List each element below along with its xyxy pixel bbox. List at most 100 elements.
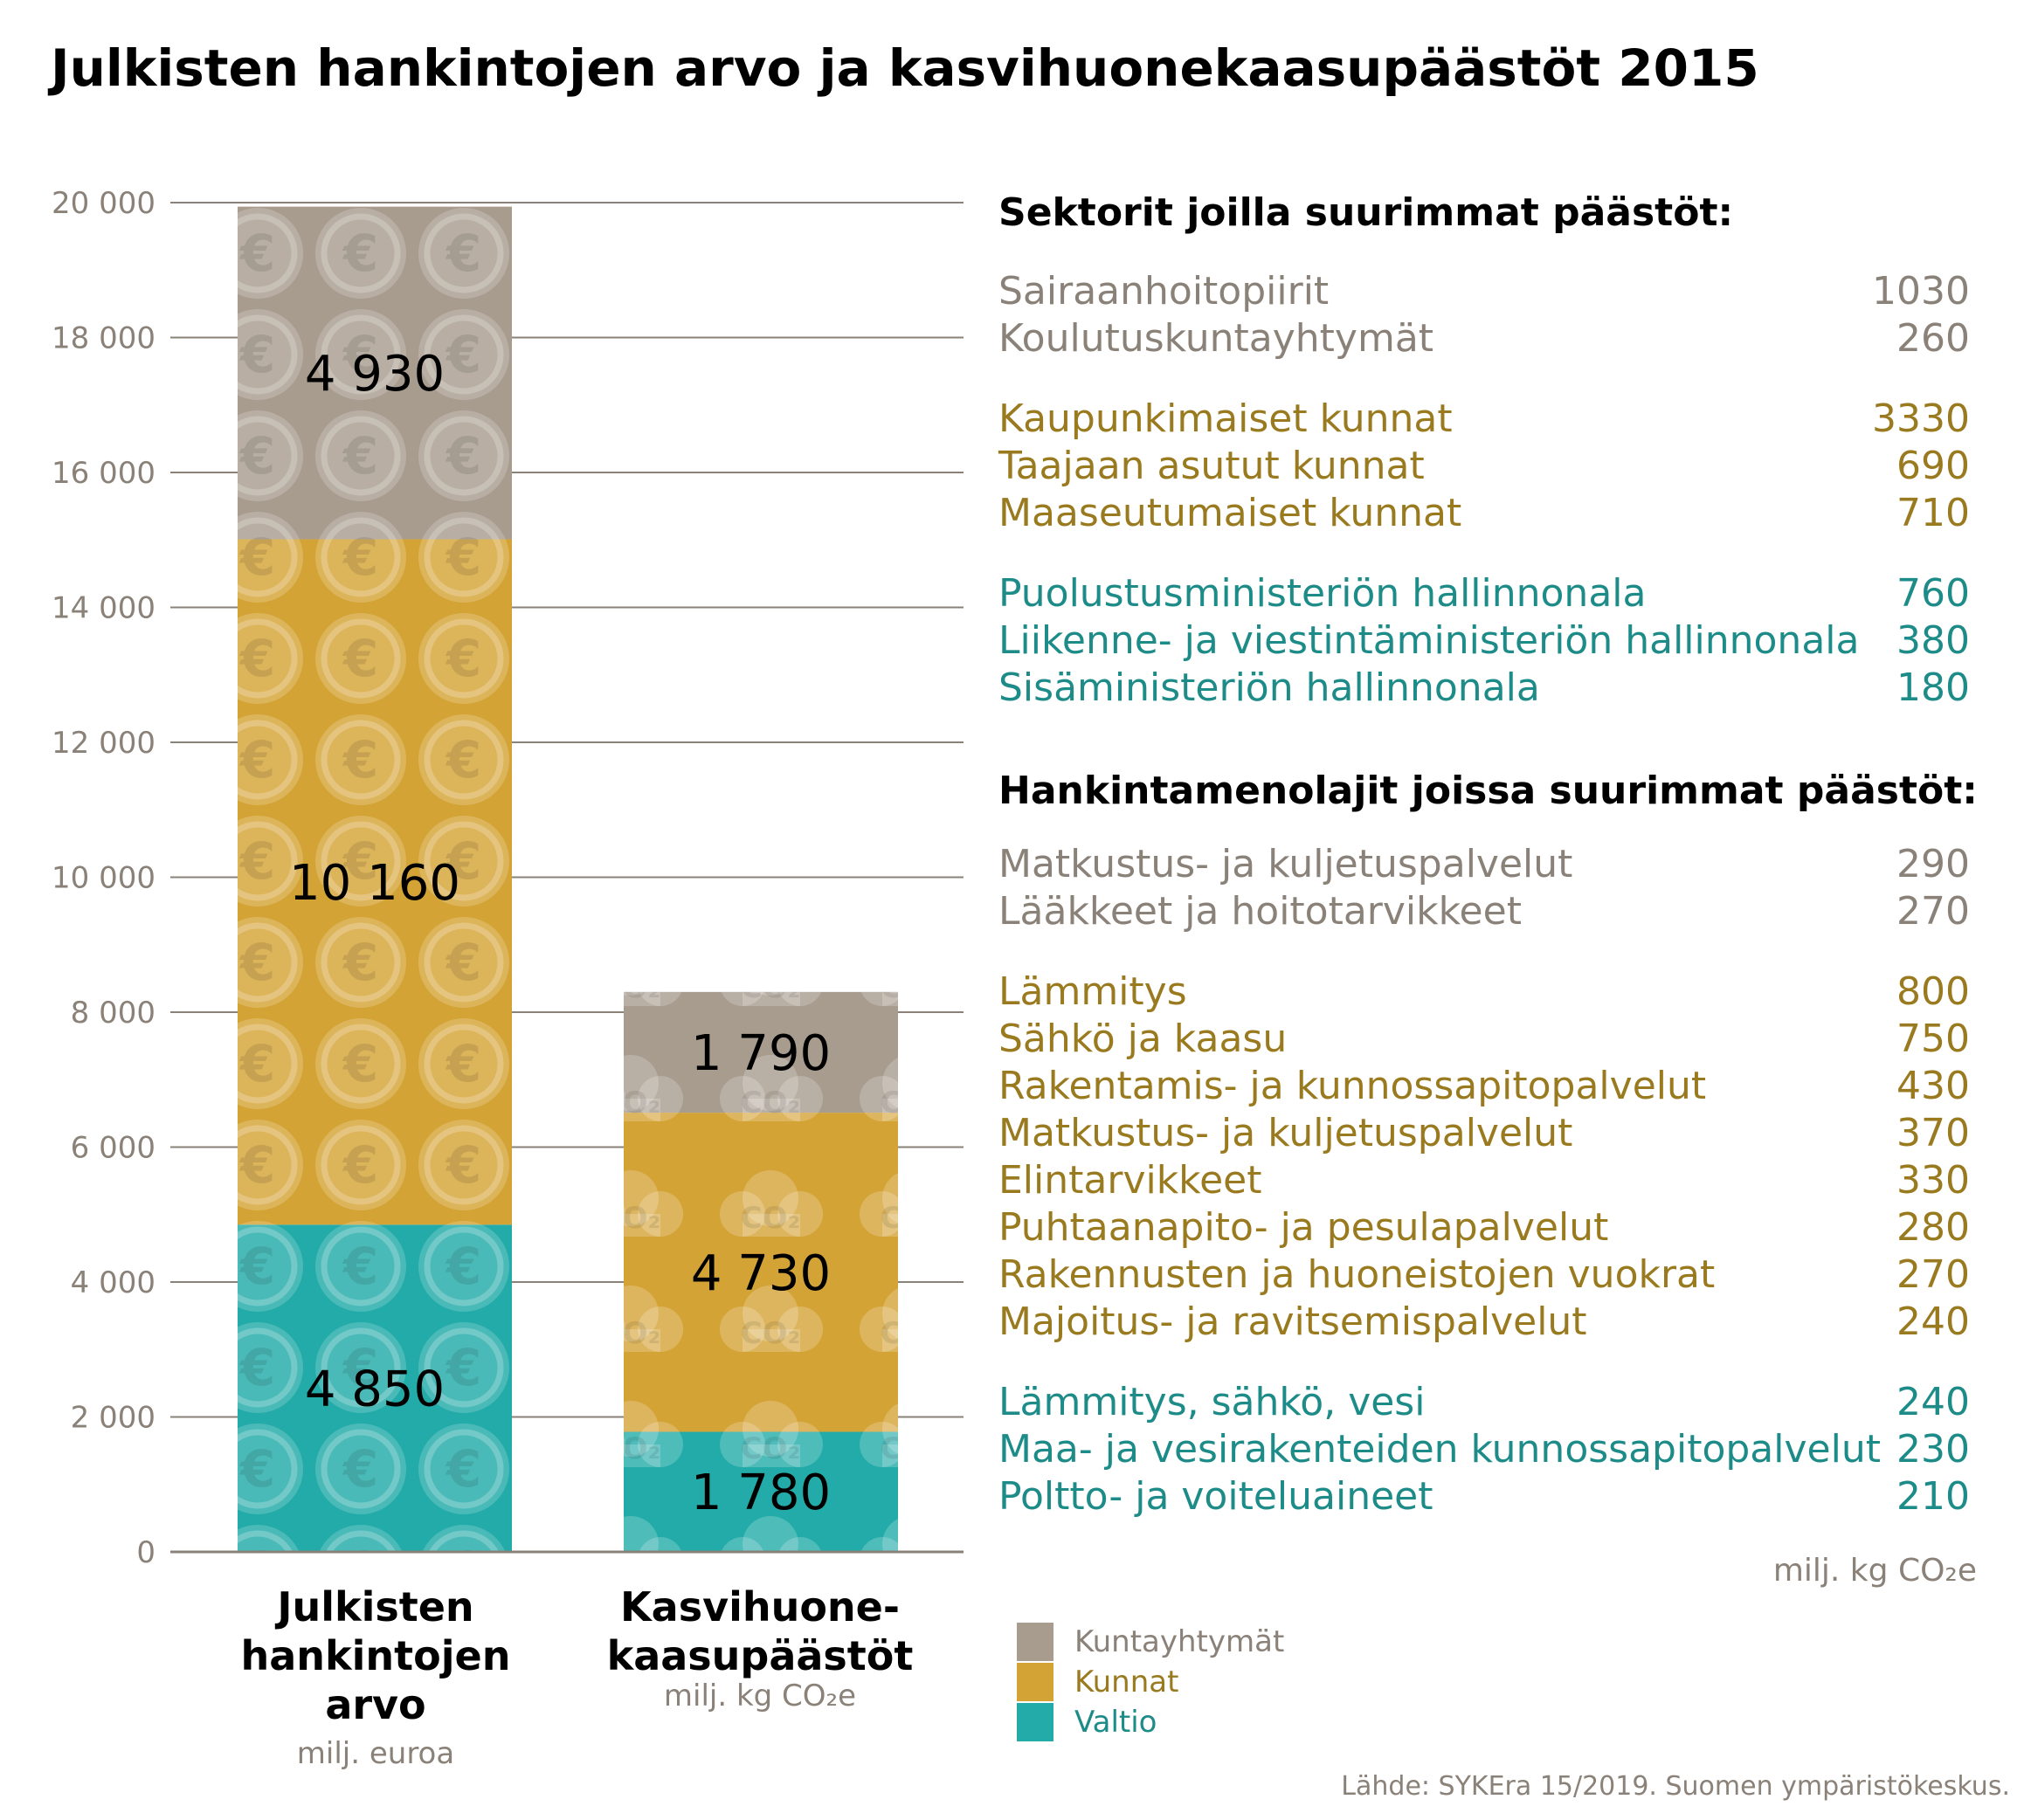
list-item-label: Lämmitys: [998, 969, 1187, 1014]
list-item-value: 290: [1896, 842, 1970, 886]
list-item-value: 270: [1896, 1252, 1970, 1297]
list-item-value: 750: [1896, 1017, 1970, 1061]
list-item-value: 270: [1896, 889, 1970, 934]
bar-value-label: 10 160: [289, 855, 460, 912]
bar-segment-pattern: [238, 1224, 512, 1552]
list-item: Puolustusministeriön hallinnonala 760: [998, 571, 1970, 618]
list-item: Rakentamis- ja kunnossapitopalvelut 430: [998, 1064, 1970, 1111]
list-item-value: 710: [1896, 491, 1970, 535]
y-tick-label: 2 000: [71, 1401, 155, 1436]
list-item-label: Puhtaanapito- ja pesulapalvelut: [998, 1205, 1609, 1250]
y-tick-label: 14 000: [52, 591, 155, 626]
list-item: Puhtaanapito- ja pesulapalvelut 280: [998, 1205, 1970, 1252]
page-title: Julkisten hankintojen arvo ja kasvihuone…: [51, 38, 1759, 98]
list-item-value: 370: [1896, 1111, 1970, 1155]
list-item-label: Sairaanhoitopiirit: [998, 269, 1330, 314]
legend-label: Valtio: [1074, 1705, 1157, 1740]
bar-segment-pattern: [238, 206, 512, 540]
list-item-label: Sähkö ja kaasu: [998, 1017, 1288, 1061]
bar-value-label: 4 850: [305, 1362, 445, 1418]
bar-value-label: 4 730: [691, 1245, 831, 1302]
category-unit-emissions: milj. kg CO₂e: [663, 1679, 857, 1713]
list-item-label: Maaseutumaiset kunnat: [998, 491, 1462, 535]
list-item-label: Matkustus- ja kuljetuspalvelut: [998, 842, 1573, 886]
legend-swatch: [1017, 1663, 1053, 1701]
y-tick-label: 4 000: [71, 1265, 155, 1300]
list-item-value: 280: [1896, 1205, 1970, 1250]
source-note: Lähde: SYKEra 15/2019. Suomen ympäristök…: [1341, 1771, 2010, 1802]
list-item-value: 430: [1896, 1064, 1970, 1108]
list-item-value: 800: [1896, 969, 1970, 1014]
bar-value-label: 1 790: [691, 1025, 831, 1082]
list-item-label: Koulutuskuntayhtymät: [998, 316, 1434, 361]
list-item-value: 240: [1896, 1380, 1970, 1424]
bar-segment-pattern: [624, 1431, 898, 1552]
list-item-label: Kaupunkimaiset kunnat: [998, 396, 1453, 441]
list-item-label: Sisäministeriön hallinnonala: [998, 665, 1540, 710]
list-item: Sisäministeriön hallinnonala 180: [998, 665, 1970, 713]
list-item: Majoitus- ja ravitsemispalvelut 240: [998, 1300, 1970, 1347]
list-item-value: 760: [1896, 571, 1970, 616]
bar-segment-pattern: [624, 1113, 898, 1432]
y-tick-label: 12 000: [52, 726, 155, 761]
list-item-value: 3330: [1872, 396, 1970, 441]
category-title-line: kaasupäästöt: [606, 1632, 914, 1679]
list-item-value: 330: [1896, 1158, 1970, 1203]
list-item: Koulutuskuntayhtymät 260: [998, 316, 1970, 363]
legend-item-valtio: Valtio: [1017, 1703, 1366, 1741]
y-tick-label: 16 000: [52, 456, 155, 491]
list-item-label: Liikenne- ja viestintäministeriön hallin…: [998, 618, 1860, 663]
y-tick-label: 6 000: [71, 1131, 155, 1166]
legend-item-kunnat: Kunnat: [1017, 1663, 1366, 1701]
bar-labels: 4 850 10 160 4 930 1 780 4 730 1 790: [289, 346, 831, 1521]
list-item: Rakennusten ja huoneistojen vuokrat 270: [998, 1252, 1970, 1300]
list-item: Sairaanhoitopiirit 1030: [998, 269, 1970, 316]
list-item: Maaseutumaiset kunnat 710: [998, 491, 1970, 538]
bar-value-label: 1 780: [691, 1465, 831, 1521]
list-item: Sähkö ja kaasu 750: [998, 1017, 1970, 1064]
list-item-label: Majoitus- ja ravitsemispalvelut: [998, 1300, 1587, 1344]
category-title-procurement: Julkisten hankintojen arvo: [192, 1582, 559, 1729]
legend-item-kuntayhtymat: Kuntayhtymät: [1017, 1623, 1366, 1661]
sectors-heading: Sektorit joilla suurimmat päästöt:: [998, 190, 1734, 235]
list-item-label: Poltto- ja voiteluaineet: [998, 1474, 1433, 1519]
category-title-line: arvo: [325, 1681, 426, 1728]
list-item-value: 240: [1896, 1300, 1970, 1344]
y-axis-ticks: 0 2 000 4 000 6 000 8 000 10 000 12 000 14 000 1…: [52, 186, 155, 1570]
legend-label: Kuntayhtymät: [1074, 1624, 1285, 1659]
list-item: Taajaan asutut kunnat 690: [998, 444, 1970, 491]
bars: [238, 206, 898, 1552]
category-unit-procurement: milj. euroa: [296, 1736, 455, 1771]
list-item-label: Elintarvikkeet: [998, 1158, 1262, 1203]
list-item: Matkustus- ja kuljetuspalvelut 290: [998, 842, 1970, 889]
legend-label: Kunnat: [1074, 1665, 1179, 1699]
legend-swatch: [1017, 1623, 1053, 1661]
list-item: Poltto- ja voiteluaineet 210: [998, 1474, 1970, 1521]
list-item: Elintarvikkeet 330: [998, 1158, 1970, 1205]
y-tick-label: 10 000: [52, 861, 155, 896]
list-item-label: Lämmitys, sähkö, vesi: [998, 1380, 1426, 1424]
list-item: Lämmitys, sähkö, vesi 240: [998, 1380, 1970, 1427]
list-item-value: 230: [1896, 1427, 1970, 1472]
y-tick-label: 8 000: [71, 996, 155, 1031]
list-item: Lääkkeet ja hoitotarvikkeet 270: [998, 889, 1970, 936]
unit-note: milj. kg CO₂e: [1772, 1553, 1977, 1589]
y-tick-label: 18 000: [52, 321, 155, 356]
list-item-value: 260: [1896, 316, 1970, 361]
list-item-value: 1030: [1872, 269, 1970, 314]
list-item: Maa- ja vesirakenteiden kunnossapitopalv…: [998, 1427, 1970, 1474]
list-item-label: Puolustusministeriön hallinnonala: [998, 571, 1647, 616]
list-item-label: Rakennusten ja huoneistojen vuokrat: [998, 1252, 1716, 1297]
legend-swatch: [1017, 1703, 1053, 1741]
category-title-line: Kasvihuone-: [620, 1583, 900, 1630]
bar-value-label: 4 930: [305, 346, 445, 403]
list-item-label: Matkustus- ja kuljetuspalvelut: [998, 1111, 1573, 1155]
list-item: Liikenne- ja viestintäministeriön hallin…: [998, 618, 1970, 665]
list-item-label: Maa- ja vesirakenteiden kunnossapitopalv…: [998, 1427, 1881, 1472]
y-tick-label: 20 000: [52, 186, 155, 221]
list-item-label: Rakentamis- ja kunnossapitopalvelut: [998, 1064, 1707, 1108]
bar-segment-pattern: [238, 539, 512, 1225]
list-item-value: 180: [1896, 665, 1970, 710]
list-item-value: 210: [1896, 1474, 1970, 1519]
